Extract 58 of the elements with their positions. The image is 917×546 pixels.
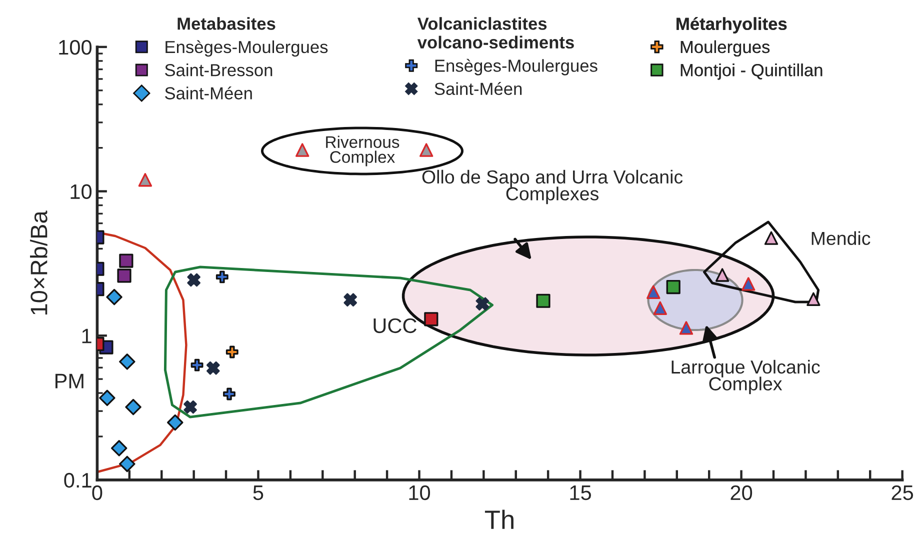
legend-label: Montjoi - Quintillan [680,64,822,80]
x-tick-label: 20 [730,485,752,500]
y-tick-label: 1 [82,328,92,344]
x-axis-title: Th [484,510,514,529]
point [138,173,152,187]
x-tick-label: 0 [92,485,102,500]
point [117,268,132,283]
point [419,143,434,157]
annotation: Ollo de Sapo and Urra Volcanic Complexes [422,170,683,204]
point [226,346,238,358]
point [99,390,116,406]
point [187,273,200,287]
point [646,285,660,300]
legend-label: Ensèges-Moulergues [166,40,328,57]
y-tick-label: 0.1 [64,472,92,488]
point [764,231,778,245]
point [190,358,204,372]
legend-label: Saint-Bresson [164,64,272,76]
point [666,280,680,294]
point [344,293,357,306]
point [206,361,220,375]
point [223,388,236,400]
point [296,143,310,157]
annotation: Mendic [812,231,870,246]
point [806,292,820,306]
point [742,277,756,291]
point [167,414,184,431]
point [653,301,667,315]
annotation: PM [56,374,84,388]
x-tick-label: 5 [253,486,264,500]
legend-label: Moulergues [680,40,770,57]
point [216,270,228,284]
y-axis-title: 10×Rb/Ba [30,210,48,314]
x-tick-label: 10 [409,485,430,500]
point [715,268,730,282]
point [536,294,550,308]
point [106,288,122,306]
text: Metabasites [178,17,276,30]
point [476,297,490,310]
annotation: Larroque Volcanic Complex [672,360,820,394]
annotation: UCC [374,318,416,334]
point [110,440,128,456]
point [125,398,142,416]
y-tick-label: 10 [70,184,92,200]
point [679,321,694,335]
point [119,456,136,472]
point [119,254,134,268]
legend-label: Saint-Méen [434,82,522,96]
point [119,354,136,370]
legend-label: Ensèges-Moulergues [435,58,598,76]
annotation: Rivernous Complex [326,136,400,166]
y-tick-label: 100 [59,40,92,55]
x-tick-label: 25 [892,485,914,500]
text: Métarhyolites [676,17,787,34]
x-tick-label: 15 [570,486,591,500]
text: Volcaniclastites volcano-sediments [417,17,574,49]
point [184,400,197,414]
legend-label: Saint-Méen [164,86,252,100]
